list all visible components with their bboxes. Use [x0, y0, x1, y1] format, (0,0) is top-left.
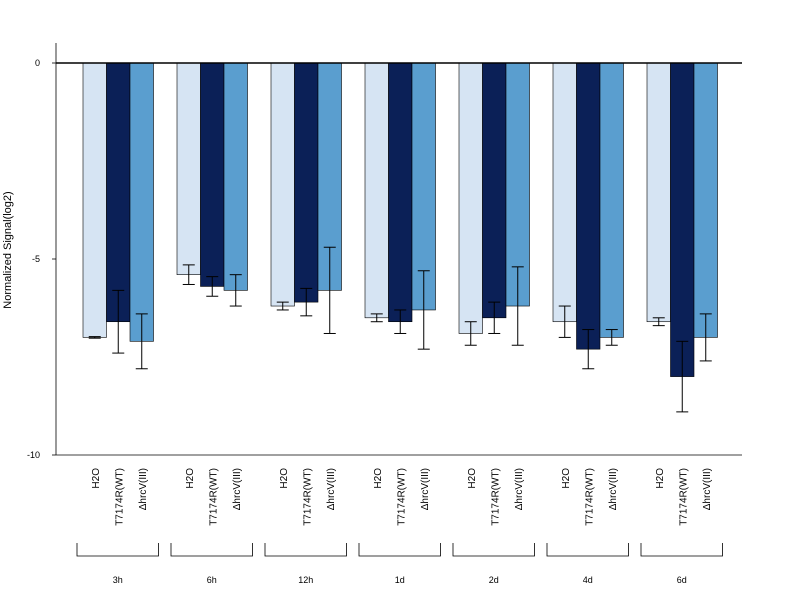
bar-label: ΔhrcV(III) [702, 468, 713, 510]
bar [693, 62, 718, 338]
bar [364, 62, 389, 319]
bar [82, 62, 107, 338]
group-bracket [358, 543, 441, 557]
group-label: 1d [395, 575, 405, 585]
bar-label: T7174R(WT) [490, 468, 501, 526]
bars-layer [82, 62, 718, 377]
bar [482, 62, 507, 319]
group-label: 4d [583, 575, 593, 585]
bar [270, 62, 295, 307]
bar [670, 62, 695, 377]
bar-label: T7174R(WT) [114, 468, 125, 526]
bar [223, 62, 248, 291]
y-tick-label: -10 [27, 450, 40, 460]
group-label: 6h [207, 575, 217, 585]
bar [576, 62, 601, 350]
bar-label: T7174R(WT) [208, 468, 219, 526]
bar [458, 62, 483, 334]
y-axis-label: Normalized Signal(log2) [2, 191, 14, 308]
bar-label: T7174R(WT) [302, 468, 313, 526]
group-bracket [264, 543, 347, 557]
bar [294, 62, 319, 303]
group-label: 12h [298, 575, 313, 585]
bar-label: ΔhrcV(III) [138, 468, 149, 510]
bar-label: T7174R(WT) [584, 468, 595, 526]
bar [552, 62, 577, 323]
bar-label: H2O [373, 468, 384, 489]
bar-label: ΔhrcV(III) [326, 468, 337, 510]
error-bars-layer [88, 246, 712, 413]
group-bracket [452, 543, 535, 557]
group-bracket [640, 543, 723, 557]
x-labels-layer: H2O T7174R(WT) ΔhrcV(III) 3h H2O T7174R(WT) Δh… [76, 468, 723, 585]
bar [599, 62, 624, 338]
bar-label: T7174R(WT) [678, 468, 689, 526]
bar-label: H2O [467, 468, 478, 489]
group-bracket [76, 543, 159, 557]
bar-label: ΔhrcV(III) [420, 468, 431, 510]
group-label: 3h [113, 575, 123, 585]
bar-label: H2O [91, 468, 102, 489]
bar-label: ΔhrcV(III) [514, 468, 525, 510]
bar-label: H2O [279, 468, 290, 489]
y-tick-label: -5 [32, 254, 40, 264]
group-bracket [170, 543, 253, 557]
bar-label: ΔhrcV(III) [232, 468, 243, 510]
bar-label: H2O [185, 468, 196, 489]
bar [176, 62, 201, 275]
bar [200, 62, 225, 287]
group-label: 2d [489, 575, 499, 585]
group-label: 6d [677, 575, 687, 585]
bar [388, 62, 413, 323]
bar-label: ΔhrcV(III) [608, 468, 619, 510]
group-bracket [546, 543, 629, 557]
bar-label: H2O [561, 468, 572, 489]
y-tick-label: 0 [35, 58, 40, 68]
bar-label: H2O [655, 468, 666, 489]
bar [106, 62, 131, 323]
bar-label: T7174R(WT) [396, 468, 407, 526]
y-axis: 0 -5 -10 [27, 43, 742, 460]
bar [129, 62, 154, 342]
bar [646, 62, 671, 323]
